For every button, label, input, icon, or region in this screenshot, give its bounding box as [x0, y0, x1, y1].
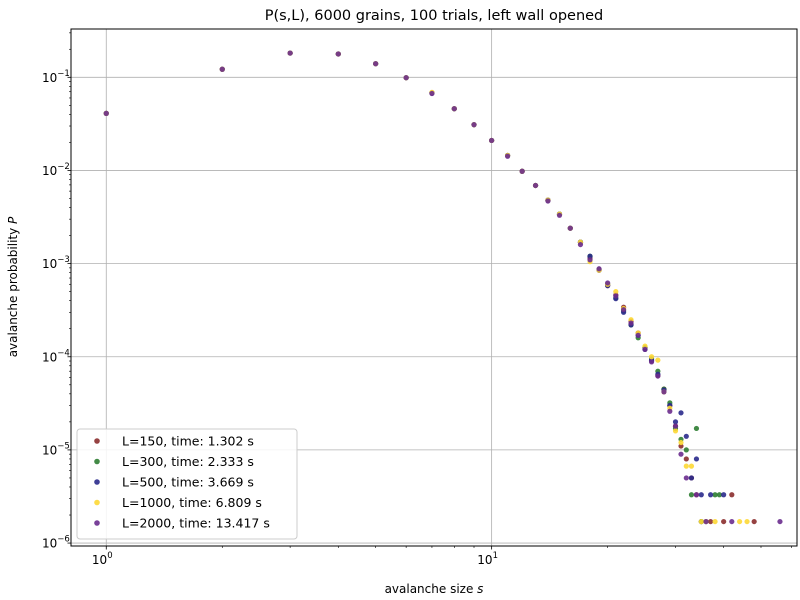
data-point — [721, 492, 727, 498]
data-point — [683, 475, 689, 481]
data-point — [683, 463, 689, 469]
data-point — [628, 320, 634, 326]
data-point — [613, 293, 619, 299]
data-point — [605, 280, 611, 286]
legend-label: L=150, time: 1.302 s — [122, 434, 254, 449]
data-point — [219, 66, 225, 72]
data-point — [596, 266, 602, 272]
data-point — [648, 359, 655, 365]
data-point — [672, 428, 679, 434]
data-point — [613, 289, 619, 295]
data-point — [648, 354, 655, 360]
data-point — [693, 425, 700, 432]
data-point — [708, 492, 714, 498]
data-point — [620, 307, 627, 313]
data-point — [655, 373, 661, 379]
data-point — [777, 518, 783, 525]
legend: L=150, time: 1.302 s L=300, time: 2.333 s… — [76, 428, 298, 540]
legend-label: L=2000, time: 13.417 s — [122, 516, 270, 531]
data-point — [642, 346, 648, 352]
data-point — [403, 75, 409, 81]
data-point — [716, 492, 723, 498]
data-point — [683, 447, 689, 453]
data-point — [667, 408, 673, 414]
data-point — [661, 389, 667, 395]
data-point — [737, 518, 743, 525]
data-point — [672, 423, 679, 429]
data-point — [567, 225, 573, 231]
data-point — [635, 332, 641, 338]
data-point — [287, 50, 293, 56]
legend-label: L=1000, time: 6.809 s — [122, 495, 262, 510]
legend-marker — [94, 479, 100, 485]
data-point — [577, 241, 584, 248]
data-point — [587, 257, 593, 263]
data-point — [744, 518, 750, 525]
data-point — [698, 492, 704, 498]
data-point — [335, 51, 341, 57]
minor-axis-ticks — [69, 32, 792, 548]
legend-label: L=500, time: 3.669 s — [122, 475, 254, 490]
data-point — [103, 110, 109, 116]
data-point — [729, 518, 735, 525]
data-point — [721, 518, 727, 525]
data-point — [751, 518, 757, 525]
legend-marker — [94, 520, 100, 526]
data-point — [545, 198, 551, 204]
data-point — [708, 518, 714, 525]
data-point — [678, 439, 684, 446]
y-axis-label: avalanche probability P — [6, 216, 20, 357]
data-point — [712, 518, 718, 525]
data-point — [373, 61, 379, 67]
data-point — [655, 357, 661, 363]
data-point — [698, 518, 704, 525]
data-point — [693, 492, 700, 498]
data-point — [672, 419, 679, 425]
legend-marker — [94, 458, 100, 465]
data-point — [678, 410, 684, 416]
data-point — [429, 90, 435, 97]
data-point — [471, 122, 477, 128]
data-point — [683, 433, 689, 439]
chart-title: P(s,L), 6000 grains, 100 trials, left wa… — [265, 8, 604, 24]
data-point — [729, 492, 735, 498]
data-point — [556, 212, 563, 218]
data-point — [688, 475, 695, 481]
data-point — [678, 451, 684, 457]
data-point — [532, 182, 539, 189]
legend-marker — [94, 438, 100, 444]
legend-label: L=300, time: 2.333 s — [122, 454, 254, 469]
legend-box — [76, 428, 298, 540]
data-points — [103, 50, 783, 525]
x-axis-label: avalanche size s — [385, 582, 484, 596]
data-point — [712, 492, 718, 498]
data-point — [683, 456, 689, 462]
data-point — [703, 518, 709, 525]
data-point — [693, 456, 700, 462]
legend-marker — [94, 499, 100, 506]
data-point — [489, 137, 495, 144]
data-point — [504, 153, 511, 159]
plot-area-frame — [70, 28, 798, 547]
data-point — [451, 106, 457, 112]
series-5 — [103, 50, 783, 525]
data-point — [519, 168, 525, 174]
data-point — [688, 463, 695, 469]
data-point — [688, 492, 695, 498]
